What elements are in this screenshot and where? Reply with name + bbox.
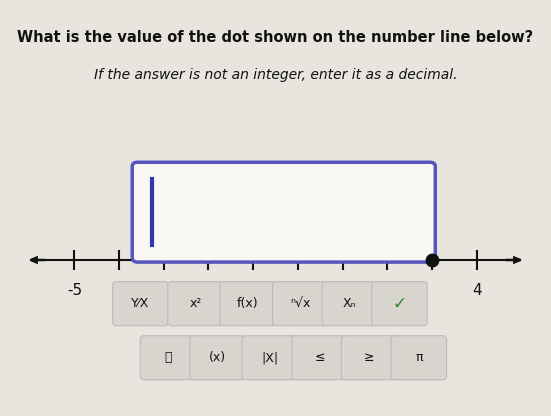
FancyBboxPatch shape	[391, 336, 446, 380]
FancyBboxPatch shape	[371, 282, 428, 326]
FancyBboxPatch shape	[273, 282, 328, 326]
FancyArrow shape	[30, 257, 44, 263]
Text: What is the value of the dot shown on the number line below?: What is the value of the dot shown on th…	[18, 30, 533, 45]
Text: (x): (x)	[209, 351, 226, 364]
Text: -5: -5	[67, 283, 82, 298]
Text: 4: 4	[472, 283, 482, 298]
FancyBboxPatch shape	[220, 282, 276, 326]
FancyBboxPatch shape	[322, 282, 378, 326]
Text: If the answer is not an integer, enter it as a decimal.: If the answer is not an integer, enter i…	[94, 68, 457, 82]
Text: π: π	[415, 351, 423, 364]
FancyBboxPatch shape	[342, 336, 397, 380]
Text: ≤: ≤	[314, 351, 325, 364]
Text: Y⁄X: Y⁄X	[131, 297, 150, 310]
Text: |X|: |X|	[261, 351, 279, 364]
Text: 🗑: 🗑	[164, 351, 172, 364]
FancyBboxPatch shape	[292, 336, 347, 380]
FancyBboxPatch shape	[140, 336, 196, 380]
Text: ⁿ√x: ⁿ√x	[290, 297, 310, 310]
FancyBboxPatch shape	[168, 282, 224, 326]
FancyBboxPatch shape	[112, 282, 169, 326]
Text: Xₙ: Xₙ	[343, 297, 356, 310]
Text: ≥: ≥	[364, 351, 375, 364]
Text: ✓: ✓	[392, 295, 407, 313]
Text: x²: x²	[190, 297, 202, 310]
Text: f(x): f(x)	[237, 297, 259, 310]
FancyBboxPatch shape	[132, 162, 435, 262]
FancyBboxPatch shape	[242, 336, 298, 380]
FancyArrow shape	[507, 257, 521, 263]
FancyBboxPatch shape	[190, 336, 246, 380]
